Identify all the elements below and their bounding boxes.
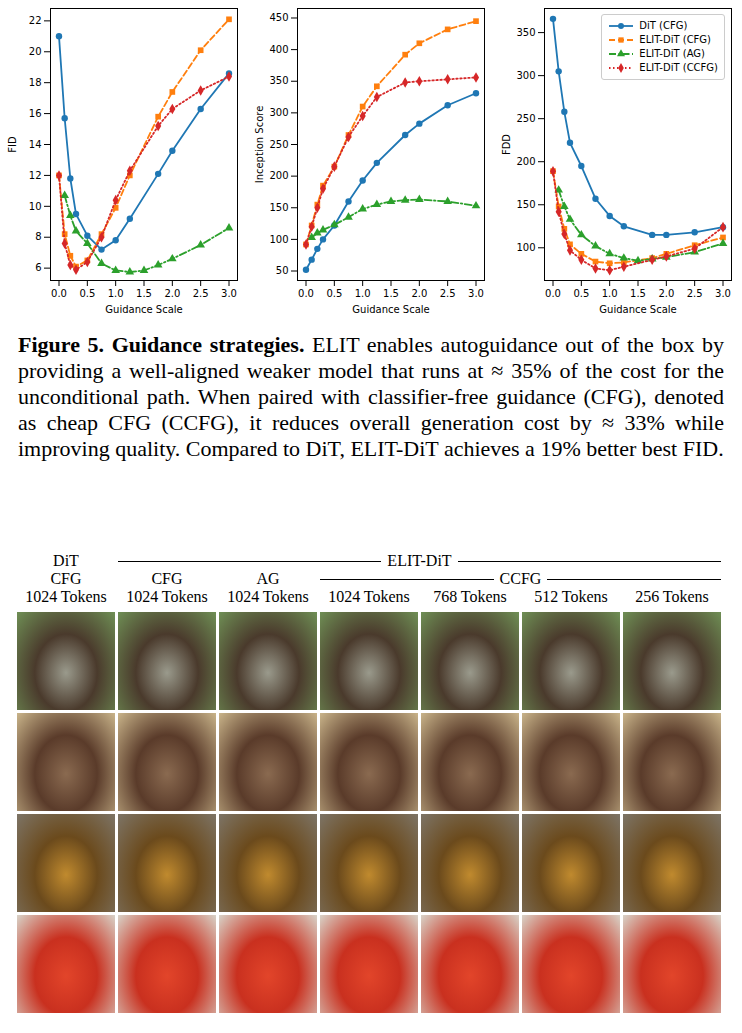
svg-text:Guidance Scale: Guidance Scale [352, 304, 429, 315]
svg-text:3.0: 3.0 [715, 288, 731, 299]
svg-text:100: 100 [516, 242, 535, 253]
svg-text:400: 400 [269, 44, 288, 55]
svg-text:200: 200 [269, 170, 288, 181]
svg-text:Guidance Scale: Guidance Scale [599, 304, 676, 315]
svg-text:2.0: 2.0 [658, 288, 674, 299]
svg-text:FDD: FDD [501, 134, 512, 155]
svg-text:0.0: 0.0 [298, 288, 314, 299]
html-text:CFG: CFG [50, 570, 82, 587]
svg-text:8: 8 [35, 231, 41, 242]
html-text:256 Tokens: 256 Tokens [635, 588, 709, 605]
svg-text:450: 450 [269, 12, 288, 23]
svg-text:1.0: 1.0 [602, 288, 618, 299]
svg-text:2.5: 2.5 [440, 288, 456, 299]
svg-text:Inception Score: Inception Score [254, 106, 265, 184]
html-text:ELIT-DiT (CCFG): ELIT-DiT (CCFG) [639, 62, 718, 73]
svg-text:150: 150 [516, 199, 535, 210]
svg-text:0.5: 0.5 [326, 288, 342, 299]
svg-text:1.0: 1.0 [355, 288, 371, 299]
html-text:Figure 5. Guidance strategies.: Figure 5. Guidance strategies. ELIT enab… [18, 332, 724, 461]
html-text:ELIT-DiT (CFG): ELIT-DiT (CFG) [639, 34, 711, 45]
svg-text:350: 350 [516, 27, 535, 38]
svg-text:10: 10 [29, 201, 42, 212]
svg-text:300: 300 [516, 70, 535, 81]
html-text:ELIT-DiT (AG): ELIT-DiT (AG) [639, 48, 705, 59]
html-text:DiT: DiT [53, 552, 79, 569]
svg-text:1.5: 1.5 [136, 288, 152, 299]
svg-text:250: 250 [269, 139, 288, 150]
html-text:CCFG: CCFG [499, 570, 542, 587]
html-text:ELIT-DiT: ELIT-DiT [387, 552, 452, 569]
svg-text:14: 14 [29, 139, 42, 150]
html-text:1024 Tokens: 1024 Tokens [328, 588, 410, 605]
svg-text:2.0: 2.0 [164, 288, 180, 299]
svg-text:300: 300 [269, 107, 288, 118]
html-text:DiT (CFG): DiT (CFG) [639, 20, 688, 31]
svg-text:0.5: 0.5 [573, 288, 589, 299]
svg-text:3.0: 3.0 [468, 288, 484, 299]
svg-text:2.0: 2.0 [411, 288, 427, 299]
svg-text:2.5: 2.5 [193, 288, 209, 299]
svg-text:18: 18 [29, 77, 42, 88]
svg-text:16: 16 [29, 108, 42, 119]
svg-text:Guidance Scale: Guidance Scale [105, 304, 182, 315]
svg-text:20: 20 [29, 46, 42, 57]
svg-text:1.0: 1.0 [108, 288, 124, 299]
html-text:768 Tokens: 768 Tokens [433, 588, 507, 605]
svg-text:1.5: 1.5 [383, 288, 399, 299]
svg-text:1.5: 1.5 [630, 288, 646, 299]
html-text:512 Tokens: 512 Tokens [534, 588, 608, 605]
svg-text:0.0: 0.0 [51, 288, 67, 299]
svg-text:12: 12 [29, 170, 42, 181]
svg-text:250: 250 [516, 113, 535, 124]
html-text:1024 Tokens: 1024 Tokens [25, 588, 107, 605]
svg-text:0.0: 0.0 [545, 288, 561, 299]
svg-text:350: 350 [269, 75, 288, 86]
html-text:1024 Tokens: 1024 Tokens [227, 588, 309, 605]
svg-text:150: 150 [269, 202, 288, 213]
html-text:AG: AG [256, 570, 280, 587]
svg-text:50: 50 [276, 265, 289, 276]
svg-text:FID: FID [7, 136, 18, 153]
svg-text:200: 200 [516, 156, 535, 167]
html-text:1024 Tokens: 1024 Tokens [126, 588, 208, 605]
svg-text:0.5: 0.5 [79, 288, 95, 299]
html-text:CFG: CFG [151, 570, 183, 587]
svg-text:100: 100 [269, 234, 288, 245]
svg-text:2.5: 2.5 [687, 288, 703, 299]
svg-text:22: 22 [29, 15, 42, 26]
svg-text:3.0: 3.0 [221, 288, 237, 299]
svg-text:6: 6 [35, 262, 41, 273]
